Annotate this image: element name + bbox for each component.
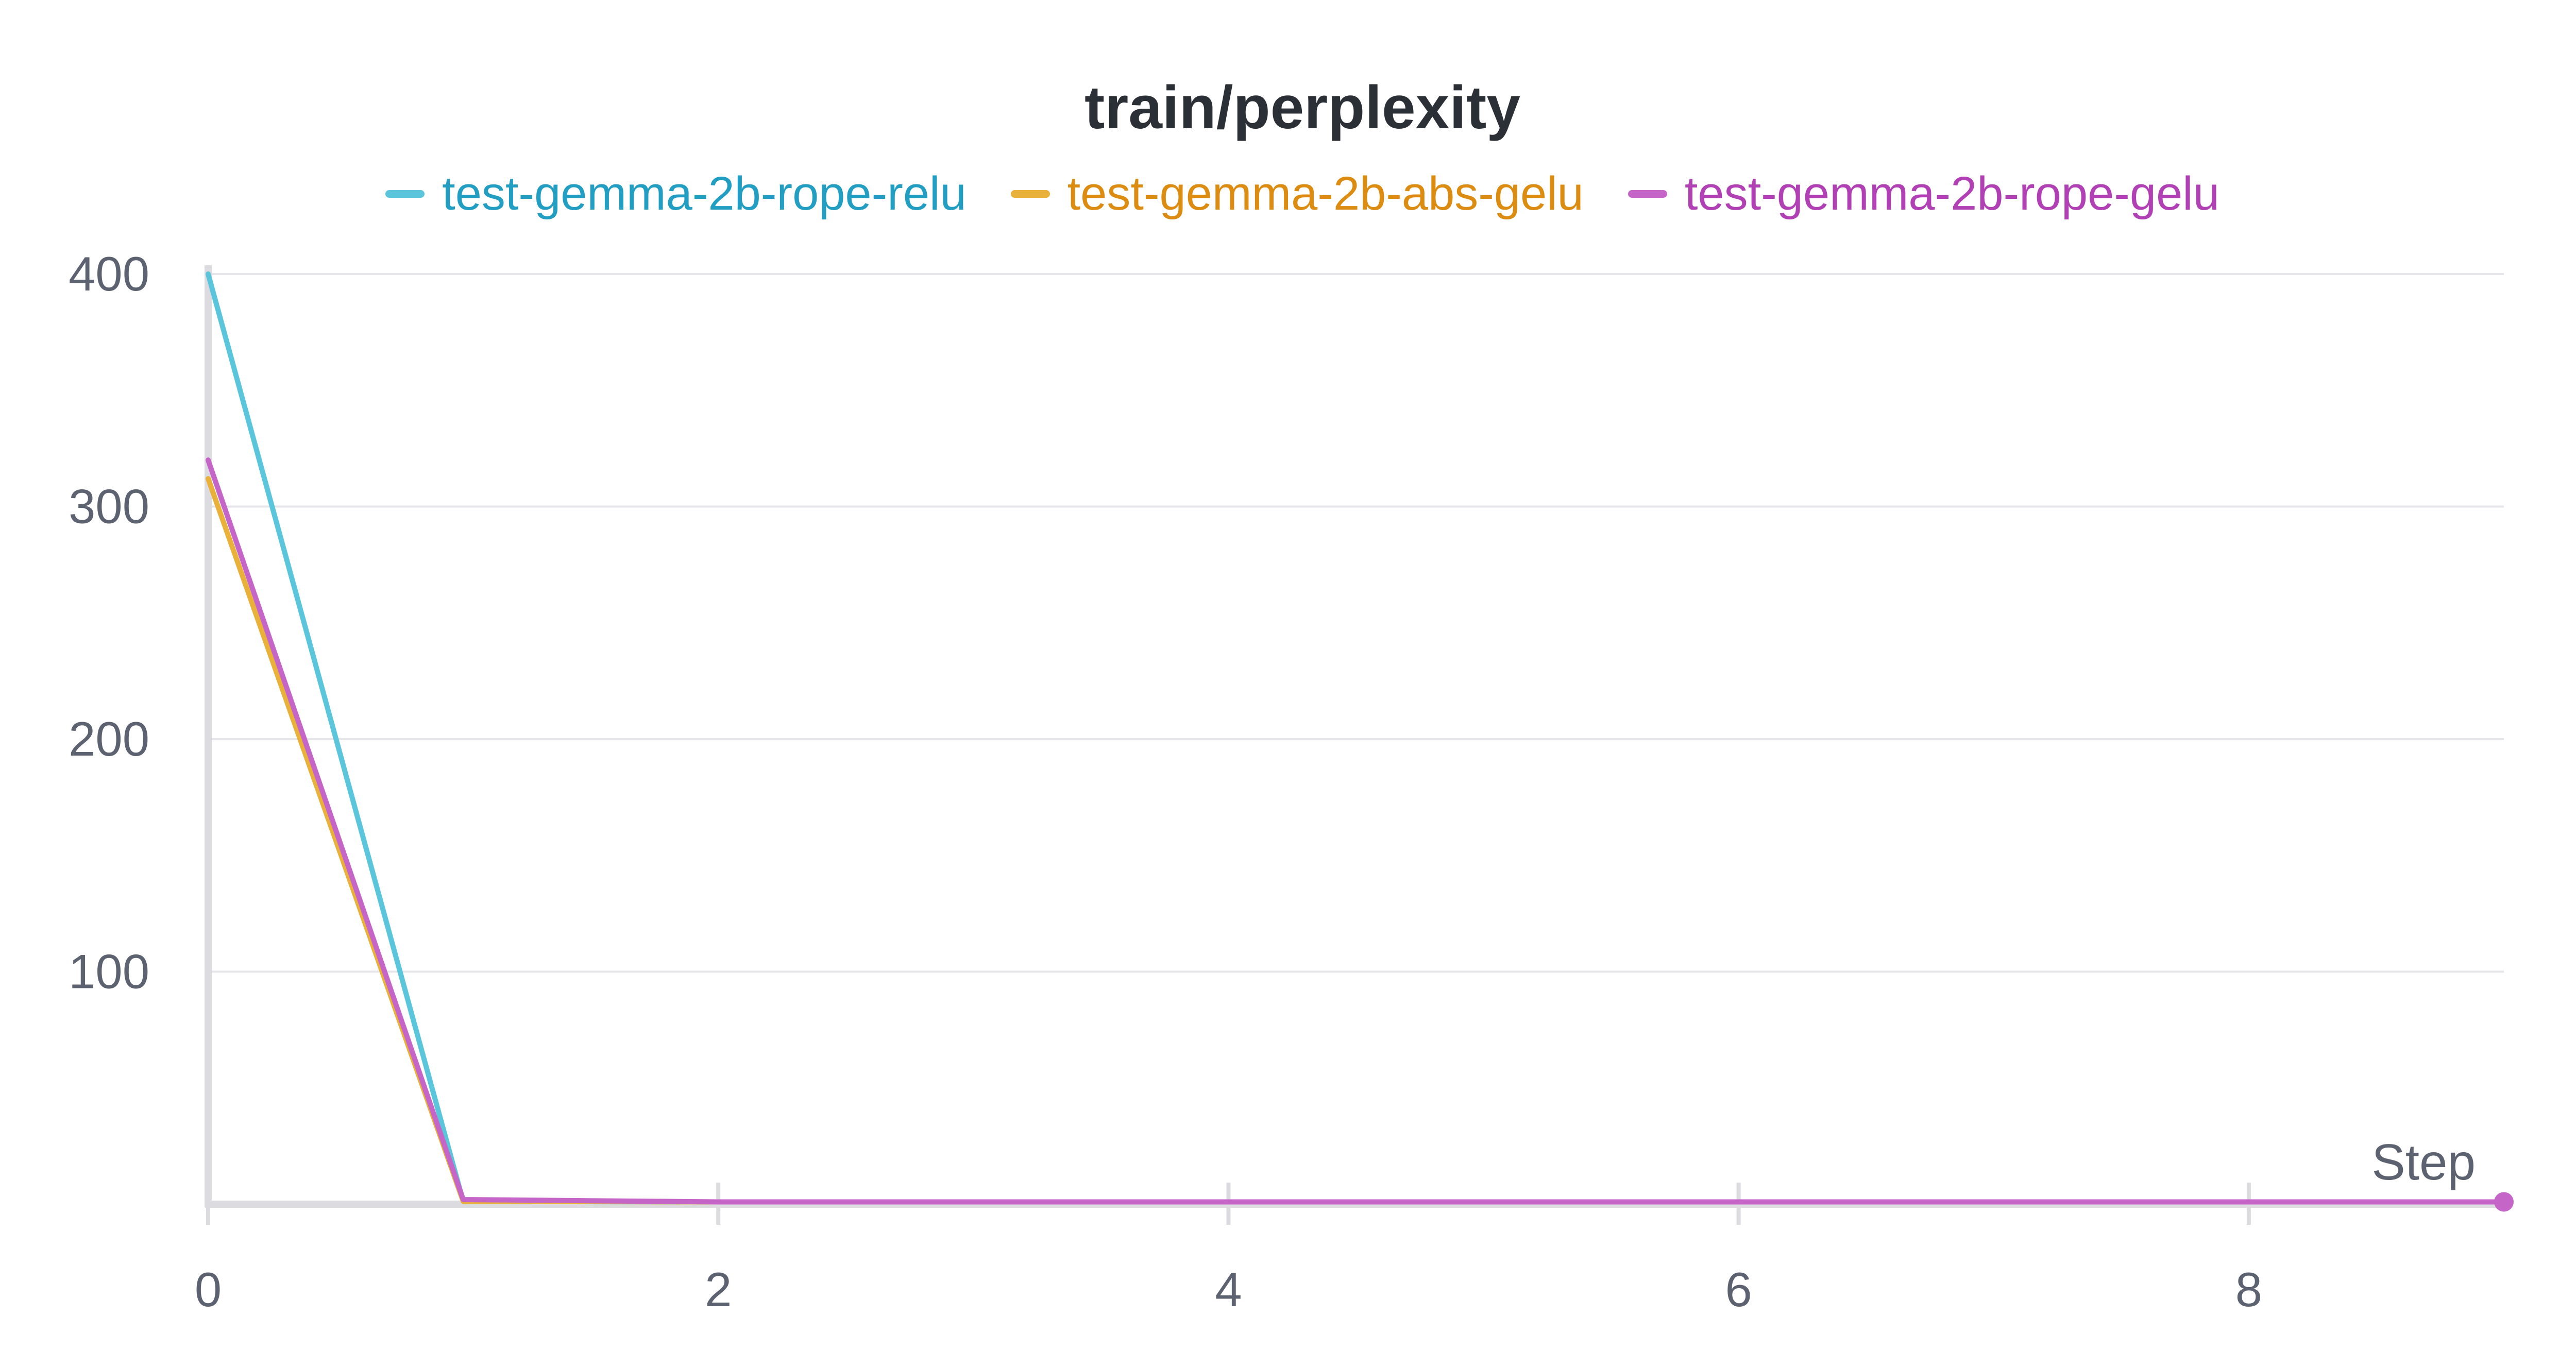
y-tick-label-300: 300	[69, 480, 149, 534]
series-end-marker-test-gemma-2b-rope-gelu[interactable]	[2494, 1192, 2514, 1212]
series-line-test-gemma-2b-abs-gelu[interactable]	[206, 476, 2506, 1205]
x-tick-label-8: 8	[2235, 1262, 2262, 1316]
series-line-test-gemma-2b-rope-relu[interactable]	[206, 271, 2506, 1205]
legend-item-rope-gelu[interactable]: test-gemma-2b-rope-gelu	[1628, 170, 2219, 217]
legend-label-rope-relu: test-gemma-2b-rope-relu	[442, 167, 967, 220]
gridlines	[208, 273, 2504, 973]
x-tick-label-4: 4	[1215, 1262, 1242, 1316]
legend-swatch-rope-gelu	[1628, 190, 1667, 198]
legend-swatch-rope-relu	[385, 190, 425, 198]
y-tick-label-100: 100	[69, 945, 149, 999]
legend-label-abs-gelu: test-gemma-2b-abs-gelu	[1067, 167, 1584, 220]
series-line-test-gemma-2b-rope-gelu[interactable]	[206, 457, 2506, 1205]
x-tick-label-6: 6	[1725, 1262, 1752, 1316]
chart-title: train/perplexity	[1084, 74, 1520, 142]
x-axis-label: Step	[2371, 1134, 2476, 1190]
legend-label-rope-gelu: test-gemma-2b-rope-gelu	[1684, 167, 2219, 220]
y-tick-label-200: 200	[69, 712, 149, 766]
legend-item-rope-relu[interactable]: test-gemma-2b-rope-relu	[385, 167, 967, 220]
tick-labels: 100 200 300 400 0 2 4 6 8 Step	[69, 247, 2476, 1316]
series-lines	[206, 271, 2514, 1212]
legend: test-gemma-2b-rope-relu test-gemma-2b-ab…	[0, 170, 2576, 217]
y-tick-label-400: 400	[69, 247, 149, 301]
legend-swatch-abs-gelu	[1010, 190, 1050, 198]
x-tick-label-0: 0	[195, 1262, 222, 1316]
axes	[205, 265, 2504, 1225]
legend-item-abs-gelu[interactable]: test-gemma-2b-abs-gelu	[1010, 167, 1584, 220]
x-tick-label-2: 2	[705, 1262, 732, 1316]
